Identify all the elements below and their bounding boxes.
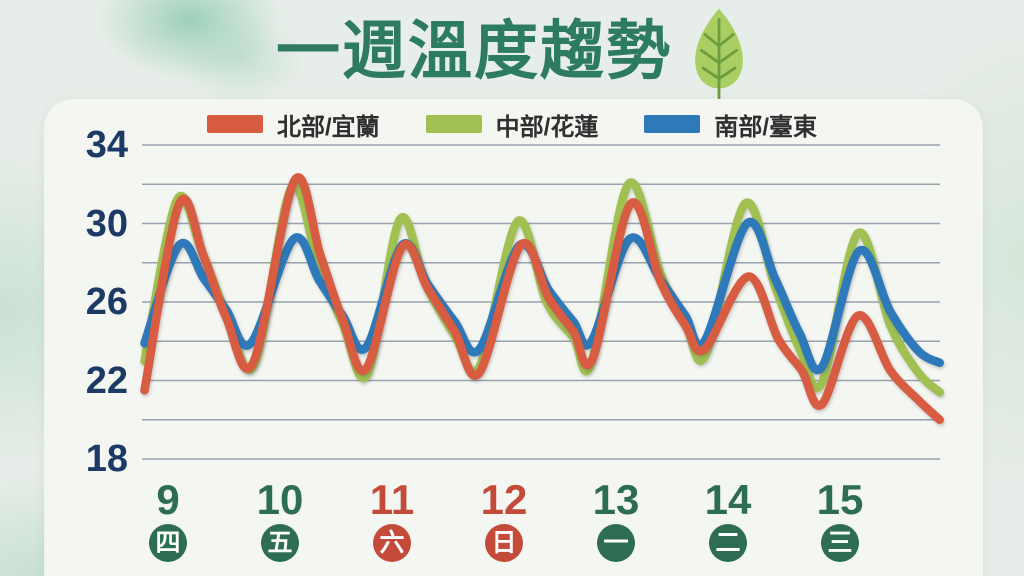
legend-item: 南部/臺東 [644, 107, 817, 142]
legend-label: 北部/宜蘭 [276, 113, 380, 141]
weekday-badge: 一 [597, 524, 635, 562]
header: 一週溫度趨勢 [0, 0, 1024, 102]
y-axis-tick-label: 22 [85, 359, 128, 402]
legend-swatch [206, 115, 263, 133]
legend-swatch [425, 115, 482, 133]
legend-label: 中部/花蓮 [495, 113, 599, 141]
legend-label: 南部/臺東 [714, 113, 817, 141]
page-title: 一週溫度趨勢 [276, 15, 672, 87]
date-number: 9 [156, 476, 180, 523]
legend-item: 中部/花蓮 [425, 107, 599, 142]
date-number: 15 [816, 476, 864, 523]
legend-swatch [644, 115, 701, 133]
y-axis-tick-label: 26 [85, 281, 128, 323]
weekday-badge: 五 [261, 524, 299, 562]
leaf-icon [695, 8, 743, 99]
weekday-badge: 三 [821, 524, 859, 562]
y-axis-tick-label: 34 [85, 124, 128, 166]
weekday-badge: 六 [373, 524, 411, 562]
weekday-badge: 二 [709, 524, 747, 562]
date-number: 10 [256, 476, 304, 523]
date-number: 11 [369, 476, 415, 523]
legend-item: 北部/宜蘭 [206, 107, 380, 142]
y-axis-tick-label: 18 [85, 438, 128, 480]
date-number: 14 [704, 476, 752, 523]
date-number: 13 [592, 476, 640, 523]
weekday-badge: 日 [485, 524, 523, 562]
chart-legend: 北部/宜蘭 中部/花蓮 南部/臺東 [0, 106, 1024, 142]
date-number: 12 [480, 476, 528, 523]
y-axis-tick-label: 30 [85, 202, 128, 245]
weekday-badge: 四 [149, 524, 187, 562]
